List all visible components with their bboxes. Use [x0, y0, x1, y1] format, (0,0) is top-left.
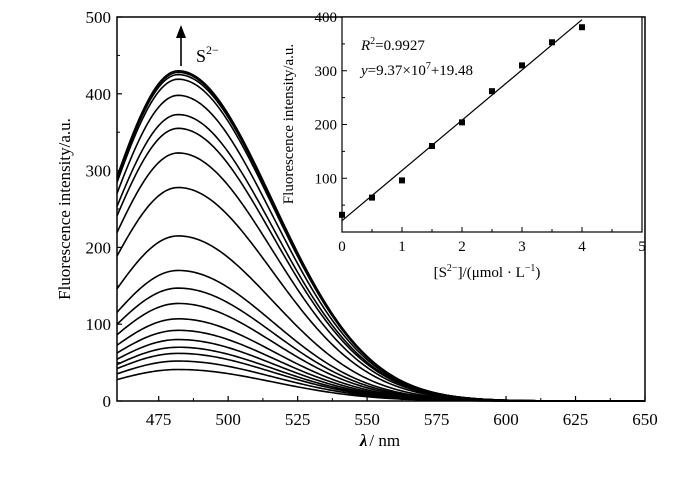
inset-plot-frame [341, 16, 643, 233]
inset-x-tick-label: 4 [578, 239, 586, 255]
main-chart: 475 500 525 550 575 600 625 650 010020030040050… [55, 8, 658, 450]
main-x-tick-label: 475 [146, 410, 172, 429]
data-point [579, 24, 585, 31]
inset-y-tick-label: 200 [315, 118, 338, 134]
main-x-tick-label: 575 [424, 410, 450, 429]
main-x-tick-label: 600 [493, 410, 519, 429]
data-point [459, 119, 465, 126]
main-y-axis-label: Fluorescence intensity/a.u. [55, 118, 74, 300]
inset-x-ticks: 0 1 2 3 4 5 [338, 227, 646, 255]
inset-y-tick-label: 100 [315, 171, 338, 187]
inset-points [339, 24, 585, 218]
increase-arrow-icon [176, 25, 186, 38]
data-point [549, 39, 555, 46]
inset-x-tick-label: 3 [518, 239, 526, 255]
inset-y-tick-label: 400 [315, 10, 338, 26]
main-y-ticks: 0 100 200 300 400 500 [86, 8, 122, 411]
data-point [489, 88, 495, 95]
inset-y-axis-label: Fluorescence intensity/a.u. [281, 44, 297, 204]
main-x-tick-label: 625 [563, 410, 589, 429]
inset-chart: 0 1 2 3 4 5 100 200 300 400 R2=0.9927 y=9.37×107… [281, 10, 646, 281]
inset-y-ticks: 100 200 300 400 [315, 10, 347, 206]
inset-y-tick-label: 300 [315, 64, 338, 80]
main-x-tick-label: 525 [285, 410, 311, 429]
spectrum-curve-20 [116, 69, 645, 402]
inset-x-tick-label: 0 [338, 239, 346, 255]
spectrum-curve-8 [116, 302, 645, 402]
main-y-tick-label: 200 [86, 238, 112, 257]
data-point [369, 194, 375, 201]
data-point [519, 62, 525, 69]
inset-fit-equation: y=9.37×107+19.48 [359, 61, 473, 79]
main-x-tick-label: 650 [632, 410, 658, 429]
main-x-axis-label: λ / nm [359, 431, 400, 450]
main-y-tick-label: 500 [86, 8, 112, 27]
main-x-ticks: 475 500 525 550 575 600 625 650 [146, 396, 658, 429]
main-y-tick-label: 300 [86, 162, 112, 181]
data-point [339, 211, 345, 218]
data-point [429, 143, 435, 149]
main-y-tick-label: 400 [86, 85, 112, 104]
inset-x-axis-label: [S2−]/(μmol · L−1) [434, 263, 541, 281]
data-point [399, 177, 405, 184]
inset-r2-annotation: R2=0.9927 [360, 36, 425, 54]
main-curves [116, 69, 645, 402]
inset-x-tick-label: 1 [398, 239, 406, 255]
main-x-tick-label: 550 [354, 410, 380, 429]
inset-x-tick-label: 5 [638, 239, 646, 255]
main-x-tick-label: 500 [215, 410, 241, 429]
main-y-tick-label: 100 [86, 315, 112, 334]
arrow-annotation-label: S2− [196, 43, 219, 66]
main-y-tick-label: 0 [103, 392, 112, 411]
inset-x-tick-label: 2 [458, 239, 466, 255]
